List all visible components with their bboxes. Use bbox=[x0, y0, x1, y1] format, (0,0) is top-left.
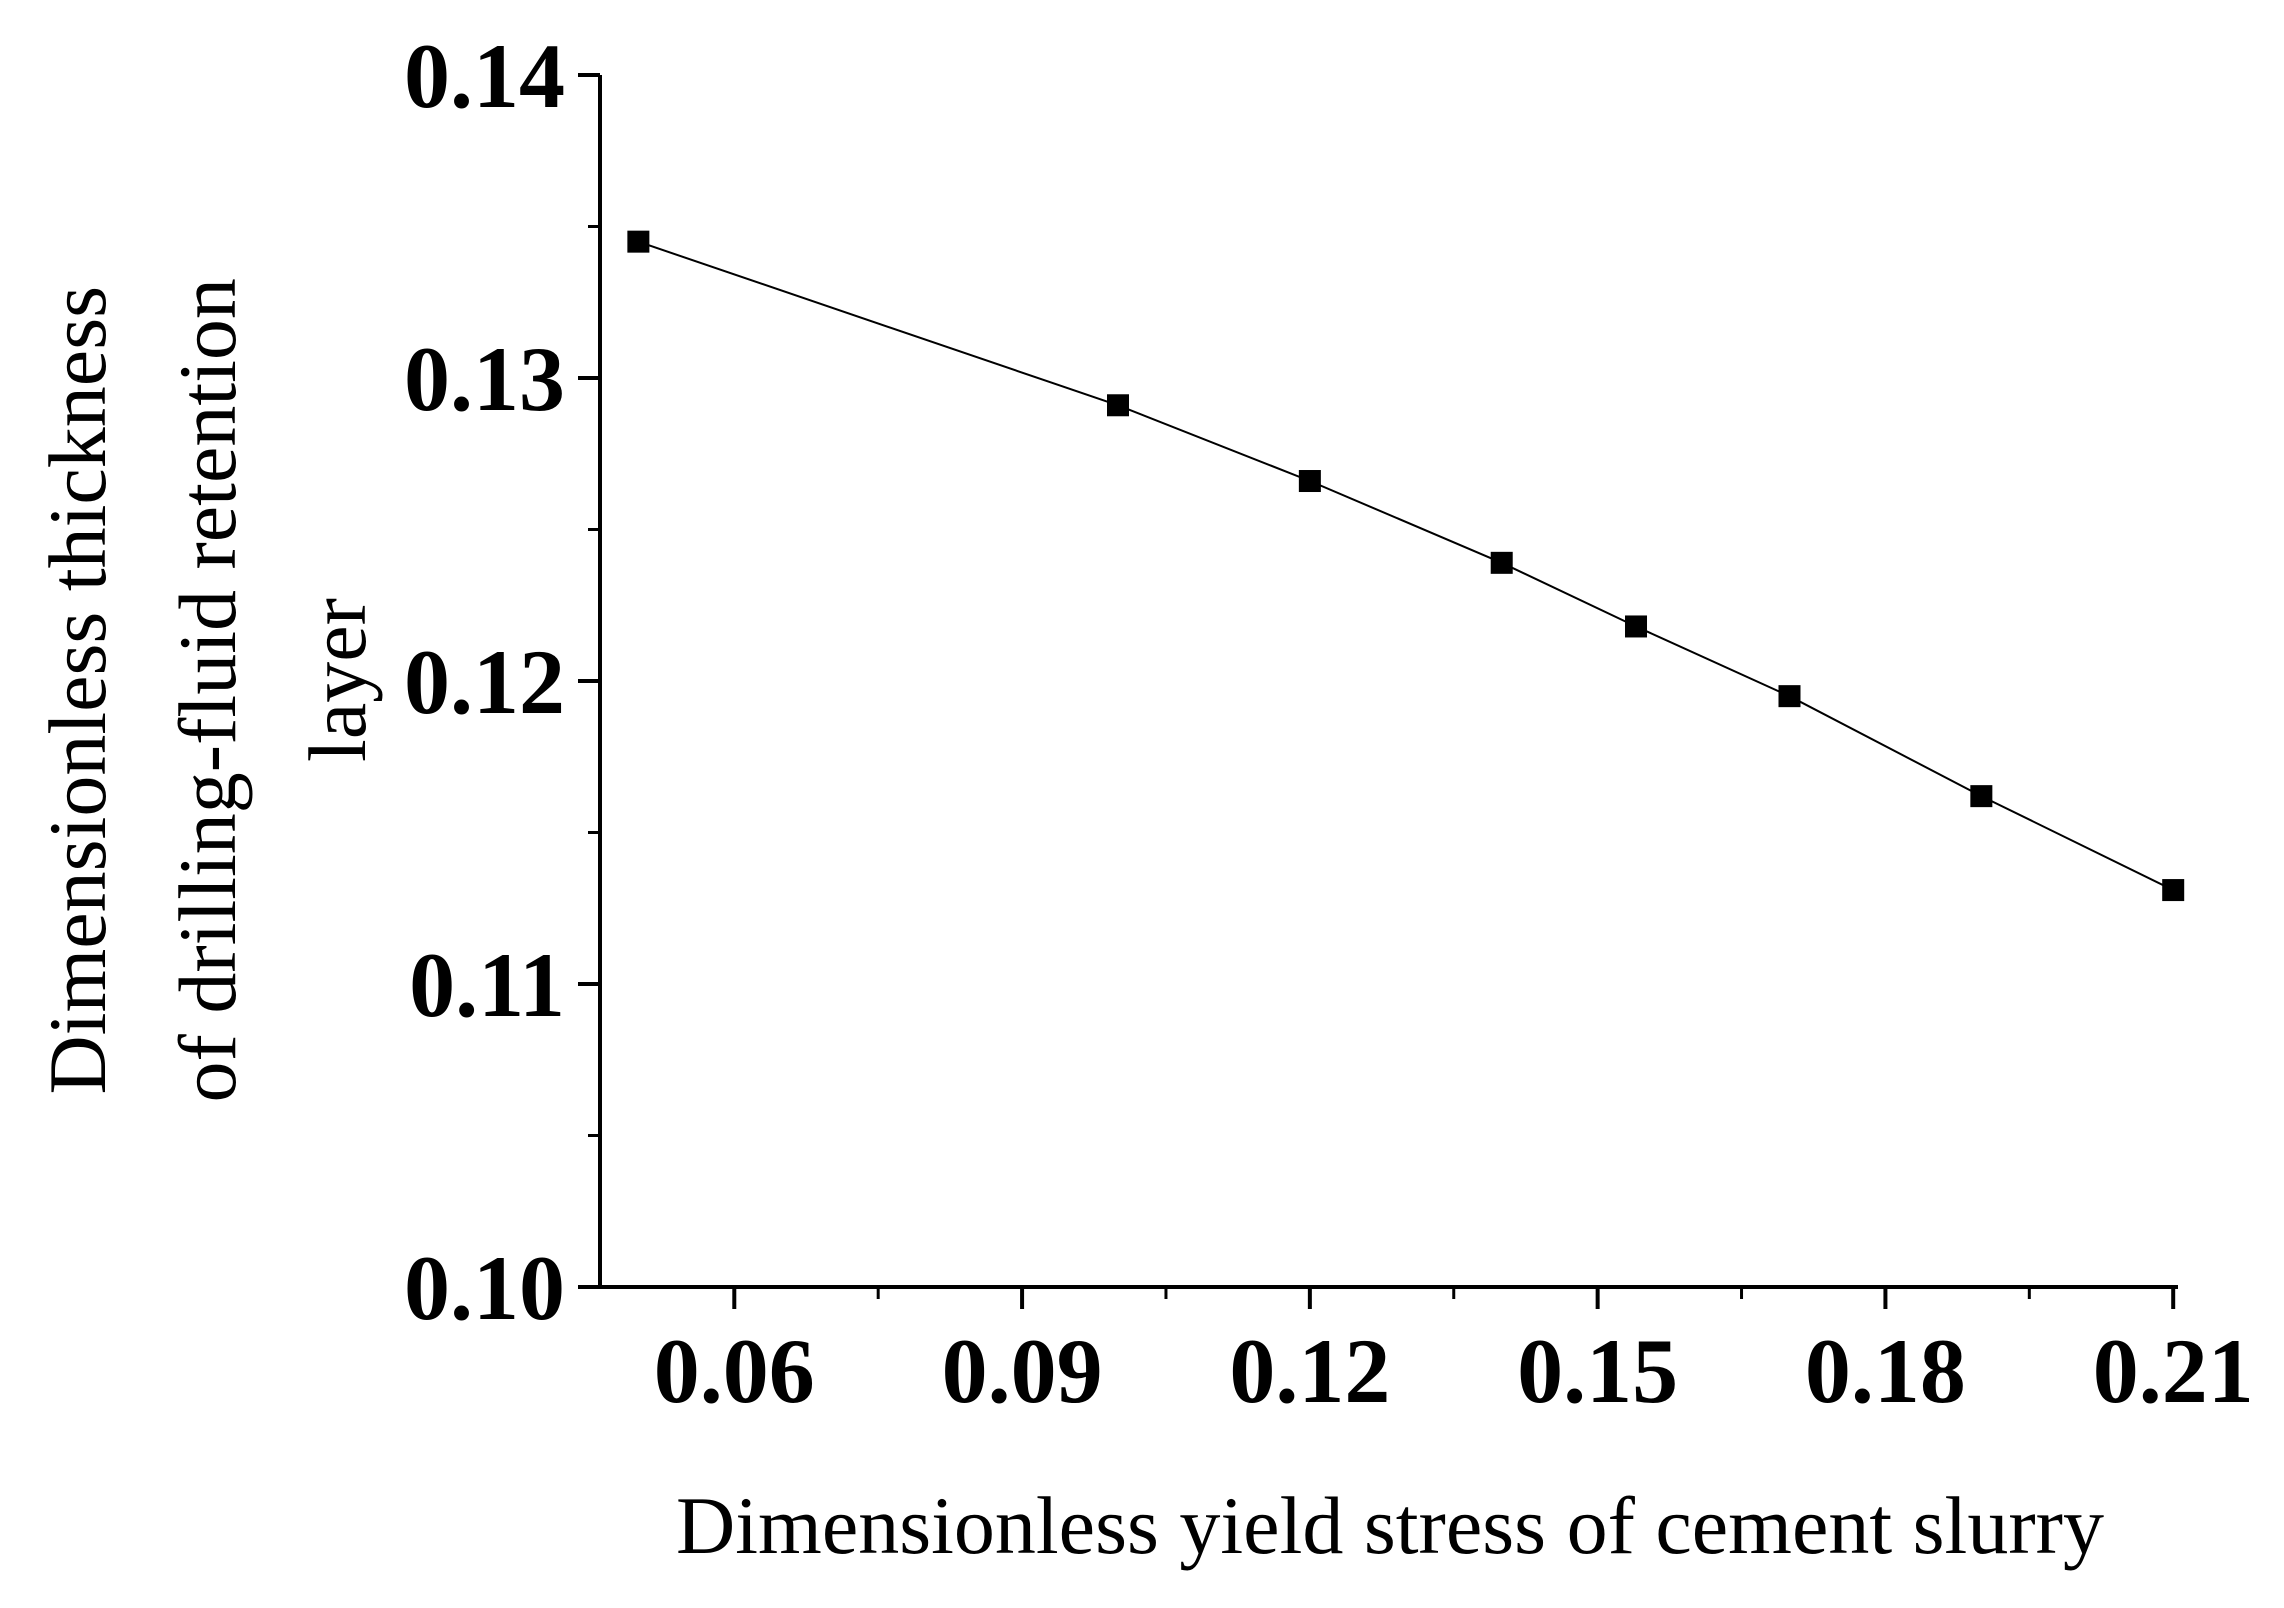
series-line bbox=[638, 240, 2174, 891]
y-tick-label: 0.14 bbox=[404, 25, 565, 127]
x-tick-label: 0.18 bbox=[1805, 1320, 1966, 1422]
data-point-marker bbox=[1107, 394, 1130, 417]
data-point-marker bbox=[1970, 785, 1993, 808]
x-tick-label: 0.09 bbox=[942, 1320, 1103, 1422]
axes bbox=[580, 75, 2178, 1289]
data-point-marker bbox=[1298, 470, 1321, 493]
y-axis-title: Dimensionless thickness of drilling-flui… bbox=[32, 258, 383, 1103]
data-point-marker bbox=[2162, 879, 2185, 902]
data-point-marker bbox=[627, 230, 650, 253]
ticks bbox=[578, 73, 2176, 1309]
data-point-marker bbox=[1778, 685, 1801, 708]
x-tick-label: 0.15 bbox=[1517, 1320, 1678, 1422]
y-tick-label: 0.10 bbox=[404, 1237, 565, 1339]
markers bbox=[627, 230, 2185, 902]
data-point-marker bbox=[1625, 615, 1648, 638]
x-tick-label: 0.06 bbox=[654, 1320, 815, 1422]
y-axis-title-line-3: layer bbox=[292, 598, 383, 762]
y-tick-label: 0.11 bbox=[409, 934, 565, 1036]
y-axis-title-line-2: of drilling-fluid retention bbox=[162, 278, 253, 1102]
data-point-marker bbox=[1490, 551, 1513, 574]
y-axis-title-line-1: Dimensionless thickness bbox=[32, 286, 123, 1095]
y-tick-label: 0.13 bbox=[404, 328, 565, 430]
tick-labels: 0.10 0.11 0.12 0.13 0.14 0.06 0.09 0.12 0.15 0.18… bbox=[404, 25, 2254, 1422]
series-lines bbox=[638, 240, 2174, 891]
y-tick-label: 0.12 bbox=[404, 631, 565, 733]
x-tick-label: 0.12 bbox=[1229, 1320, 1390, 1422]
x-axis-title: Dimensionless yield stress of cement slu… bbox=[676, 1480, 2104, 1571]
x-tick-label: 0.21 bbox=[2093, 1320, 2254, 1422]
